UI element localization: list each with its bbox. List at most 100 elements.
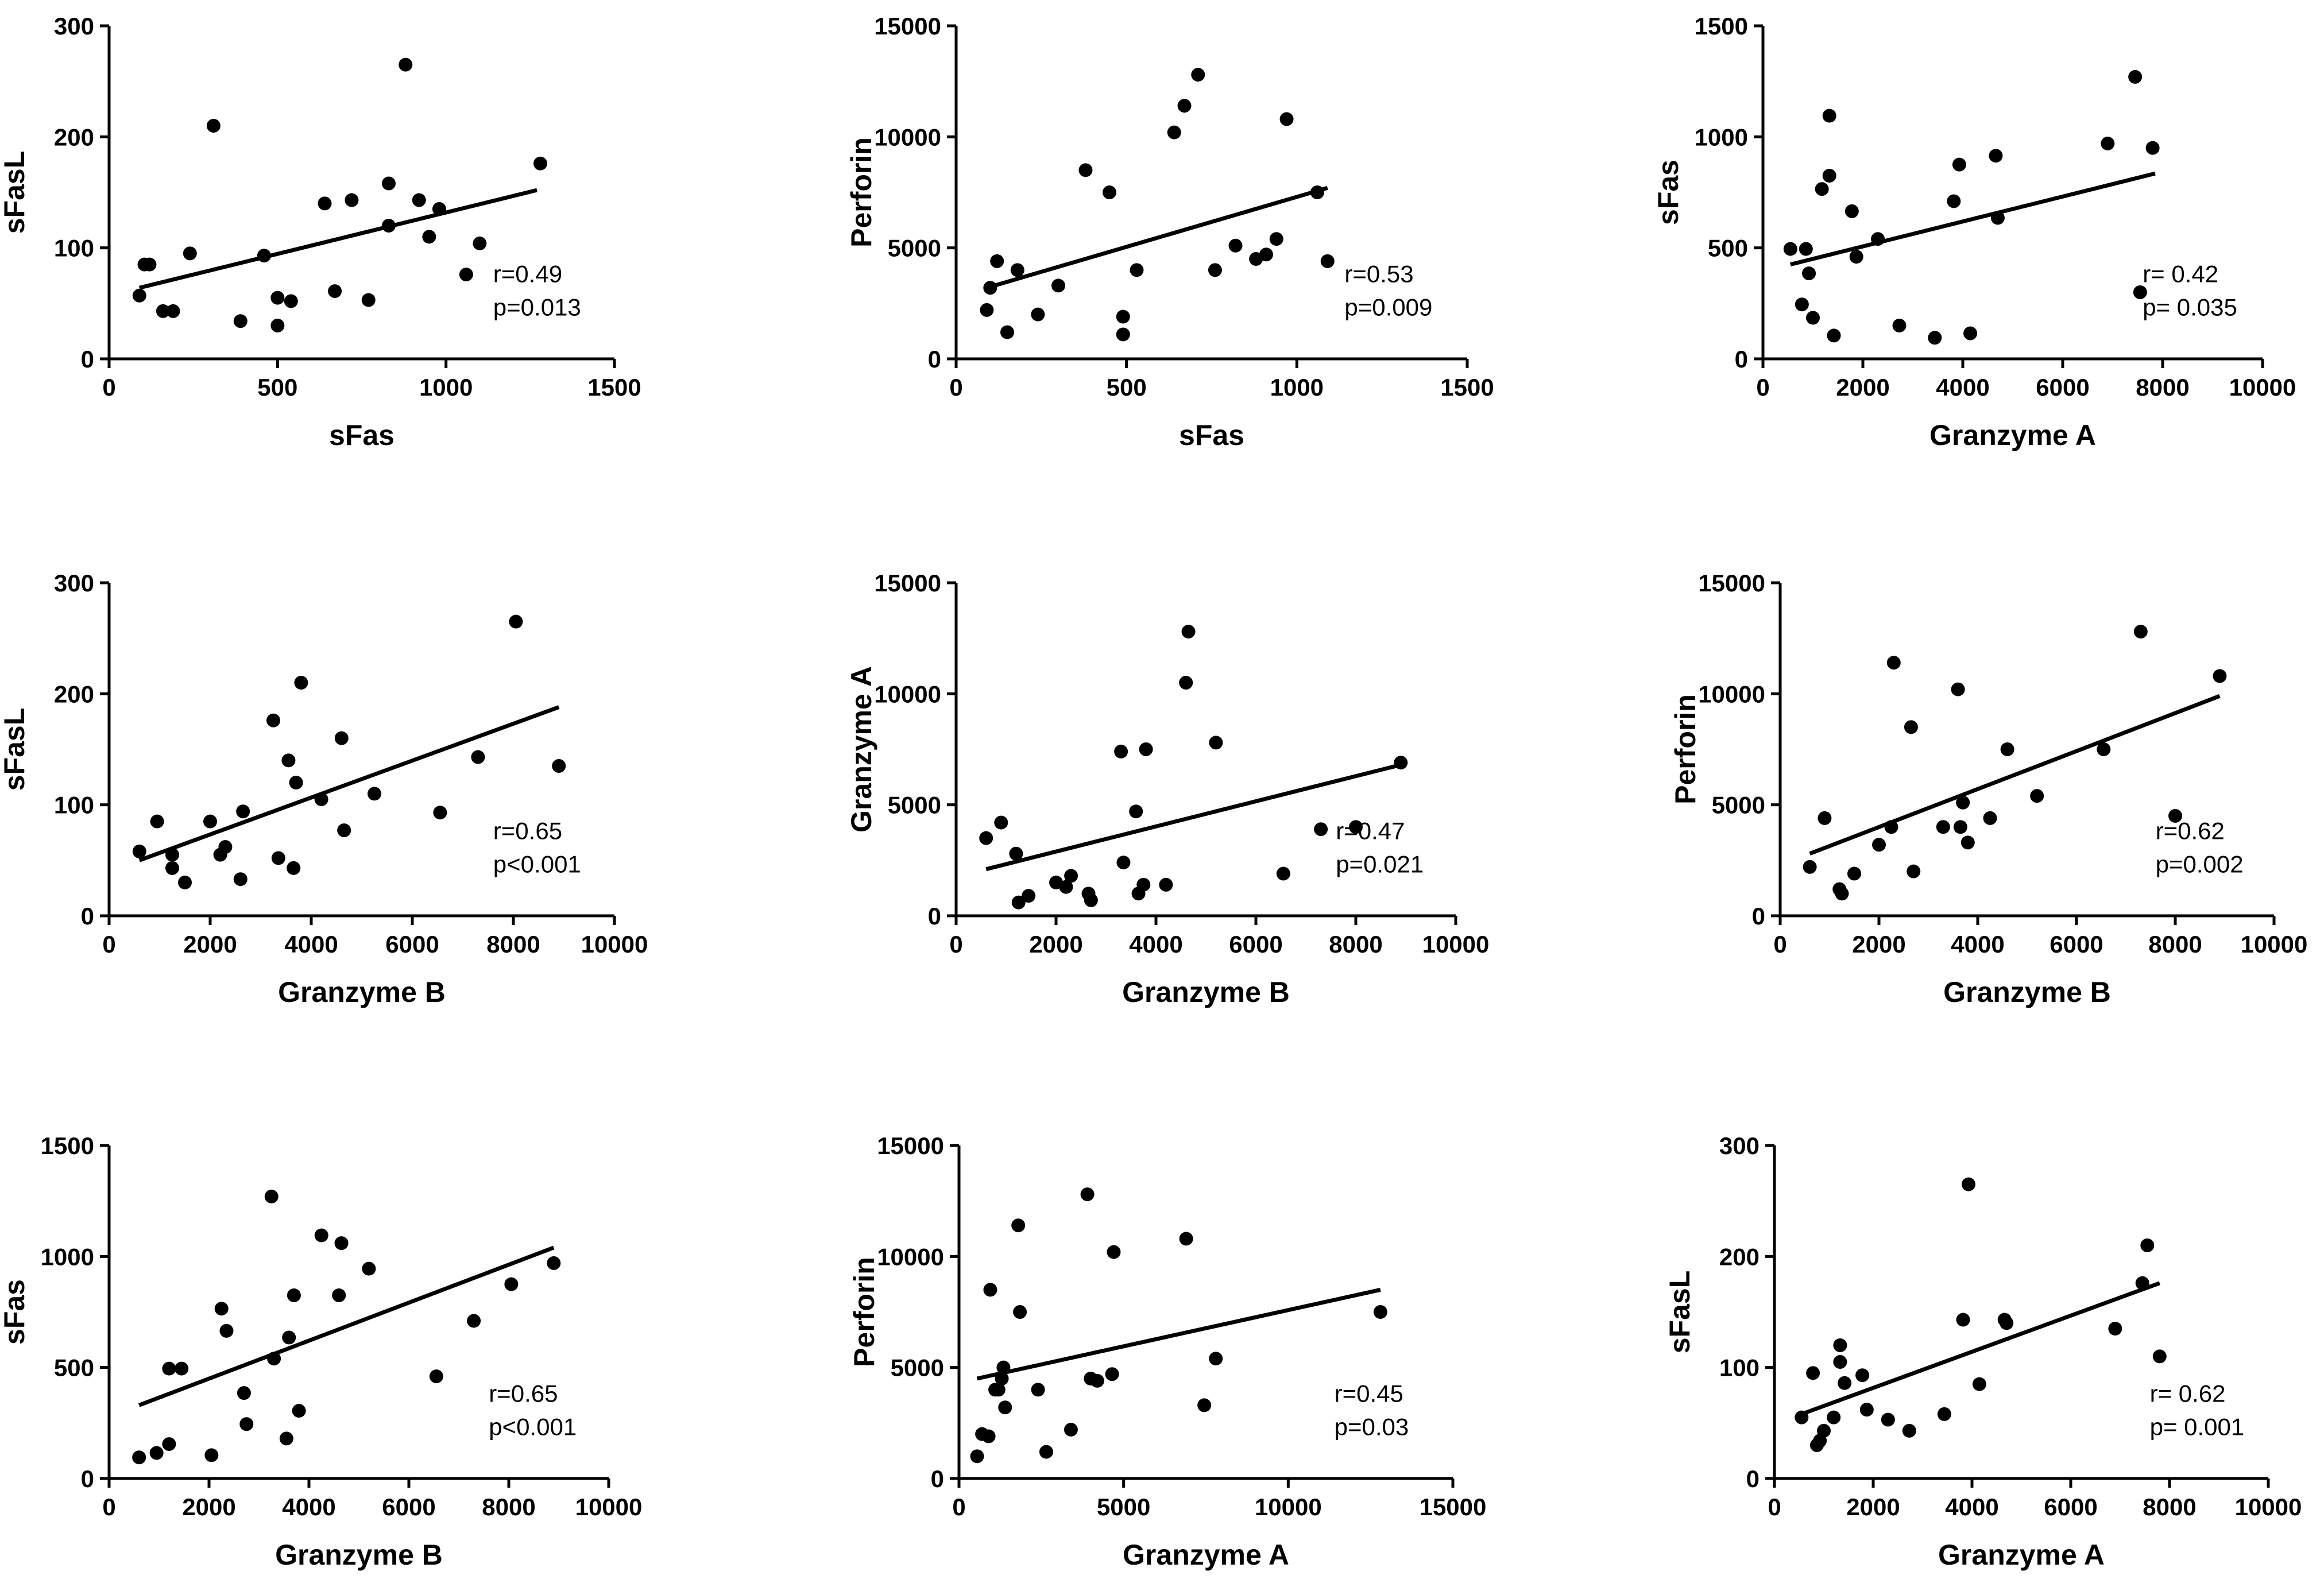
y-tick-label: 100 — [54, 792, 94, 819]
data-point — [287, 861, 301, 875]
y-tick-label: 1500 — [41, 1132, 94, 1159]
x-tick-label: 4000 — [282, 1493, 335, 1520]
data-point — [1114, 744, 1128, 758]
data-point — [1179, 1232, 1193, 1246]
data-point — [2108, 1322, 2122, 1336]
regression-line — [1809, 694, 2221, 856]
y-tick-label: 300 — [1719, 1132, 1760, 1159]
data-point — [998, 1400, 1012, 1415]
x-tick-label: 0 — [1756, 374, 1769, 401]
data-point — [1010, 263, 1024, 277]
data-point — [509, 614, 523, 629]
data-point — [983, 281, 997, 295]
data-point — [1209, 736, 1223, 750]
data-point — [1907, 864, 1921, 878]
data-point — [2030, 789, 2044, 803]
data-point — [162, 1437, 176, 1451]
x-tick-label: 6000 — [2050, 931, 2103, 958]
x-axis-title: sFas — [1179, 419, 1244, 451]
data-point — [1228, 238, 1243, 253]
y-tick-label: 0 — [1735, 346, 1748, 373]
data-point — [1822, 169, 1836, 183]
data-point — [1167, 125, 1181, 140]
data-point — [1013, 1305, 1027, 1319]
x-tick-label: 4000 — [1945, 1493, 1998, 1520]
data-point — [1795, 297, 1809, 312]
correlation-r-label: r=0.45 — [1335, 1380, 1403, 1407]
scatter-panel: 0 2000 4000 6000 8000 10000 0 500 1000 1500 Granzy… — [0, 1132, 642, 1571]
data-point — [1136, 877, 1151, 892]
data-point — [1090, 1373, 1104, 1388]
data-point — [1080, 1187, 1095, 1202]
data-point — [1844, 204, 1859, 218]
data-point — [204, 1448, 219, 1462]
correlation-p-label: p= 0.035 — [2143, 294, 2237, 321]
data-point — [1181, 625, 1196, 639]
data-point — [1129, 804, 1143, 819]
data-point — [270, 319, 285, 332]
x-tick-label: 1000 — [419, 374, 473, 401]
data-point — [2152, 1349, 2167, 1364]
regression-line — [138, 188, 538, 290]
data-point — [1103, 185, 1116, 199]
data-point — [2128, 69, 2143, 84]
data-point — [1130, 263, 1144, 277]
data-point — [1039, 1445, 1053, 1459]
y-axis-title: Perforin — [848, 1257, 880, 1367]
data-point — [2000, 742, 2014, 756]
correlation-r-label: r=0.53 — [1344, 261, 1413, 288]
y-tick-label: 0 — [1746, 1465, 1760, 1492]
y-tick-label: 10000 — [874, 123, 941, 150]
regression-line — [985, 762, 1402, 872]
correlation-p-label: p=0.009 — [1344, 294, 1432, 321]
scatter-panel: 0 2000 4000 6000 8000 10000 0 100 200 300 Granzyme… — [1664, 1132, 2302, 1571]
x-tick-label: 4000 — [284, 931, 338, 958]
regression-line — [976, 1287, 1381, 1381]
x-tick-label: 500 — [257, 374, 297, 401]
x-axis-title: Granzyme B — [275, 1539, 443, 1571]
data-point — [1937, 1407, 1951, 1421]
data-point — [1209, 1352, 1223, 1366]
data-point — [533, 156, 547, 171]
y-axis-title: sFasL — [0, 708, 30, 791]
data-point — [1963, 326, 1978, 340]
x-axis-title: Granzyme A — [1123, 1539, 1289, 1571]
data-point — [1116, 309, 1130, 324]
data-point — [1881, 1412, 1895, 1427]
data-point — [1936, 820, 1950, 834]
data-point — [1928, 331, 1942, 345]
x-tick-label: 8000 — [2136, 374, 2189, 401]
x-tick-label: 4000 — [1129, 931, 1182, 958]
y-tick-label: 100 — [1719, 1354, 1760, 1381]
y-axis-title: sFas — [0, 1279, 30, 1345]
data-point — [2133, 285, 2147, 299]
correlation-p-label: p<0.001 — [489, 1414, 577, 1441]
y-tick-label: 0 — [931, 1465, 944, 1492]
data-point — [1279, 112, 1294, 126]
data-point — [175, 1361, 189, 1376]
data-point — [318, 196, 332, 211]
data-point — [1177, 99, 1192, 113]
data-point — [1084, 893, 1098, 907]
x-axis-title: Granzyme B — [1943, 976, 2111, 1008]
data-point — [233, 872, 248, 887]
y-tick-label: 15000 — [1698, 570, 1765, 597]
data-point — [1871, 232, 1885, 246]
data-point — [471, 750, 485, 764]
data-point — [504, 1277, 519, 1291]
data-point — [142, 257, 157, 272]
data-point — [1064, 869, 1078, 883]
data-point — [1947, 194, 1961, 208]
data-point — [1833, 1355, 1847, 1369]
data-point — [990, 254, 1004, 268]
data-point — [178, 876, 192, 889]
x-tick-label: 8000 — [486, 931, 540, 958]
data-point — [1022, 889, 1036, 903]
data-point — [473, 236, 487, 250]
correlation-r-label: r= 0.62 — [2150, 1380, 2226, 1407]
data-point — [1394, 756, 1408, 770]
y-tick-label: 200 — [1719, 1243, 1760, 1270]
data-point — [1817, 1423, 1831, 1438]
y-tick-label: 0 — [81, 903, 94, 930]
x-tick-label: 6000 — [2036, 374, 2089, 401]
